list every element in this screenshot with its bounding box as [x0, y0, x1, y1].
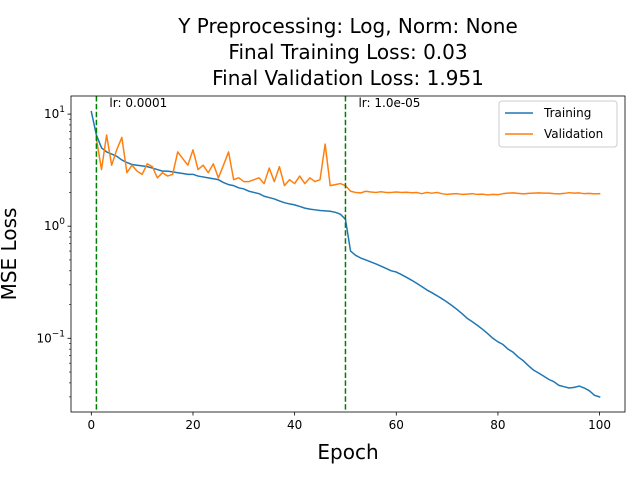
title-line-1: Y Preprocessing: Log, Norm: None — [177, 14, 518, 38]
x-tick-label: 0 — [88, 418, 96, 432]
y-tick-label: 10−1 — [36, 329, 65, 345]
legend-label-training: Training — [543, 106, 591, 120]
y-tick-label: 100 — [44, 217, 65, 233]
y-tick-label: 101 — [44, 105, 65, 121]
title-line-3: Final Validation Loss: 1.951 — [212, 66, 484, 90]
x-axis-label: Epoch — [317, 440, 378, 464]
x-tick-label: 100 — [588, 418, 611, 432]
title-line-2: Final Training Loss: 0.03 — [228, 40, 467, 64]
legend: Training Validation — [498, 100, 618, 148]
x-tick-label: 20 — [185, 418, 200, 432]
y-axis-label: MSE Loss — [0, 208, 21, 301]
x-tick-label: 60 — [389, 418, 404, 432]
y-axis: 101 100 10−1 — [36, 105, 71, 398]
series-line-validation — [95, 134, 601, 196]
lr-annotation-1: lr: 0.0001 — [109, 96, 167, 110]
x-axis: 0 20 40 60 80 100 — [88, 412, 611, 432]
chart-title: Y Preprocessing: Log, Norm: None Final T… — [177, 14, 518, 90]
legend-label-validation: Validation — [544, 127, 603, 141]
x-tick-label: 40 — [287, 418, 302, 432]
plot-frame — [70, 95, 626, 413]
x-tick-label: 80 — [490, 418, 505, 432]
plot-area: lr: 0.0001 lr: 1.0e-05 — [70, 95, 626, 413]
lr-annotation-2: lr: 1.0e-05 — [358, 96, 420, 110]
